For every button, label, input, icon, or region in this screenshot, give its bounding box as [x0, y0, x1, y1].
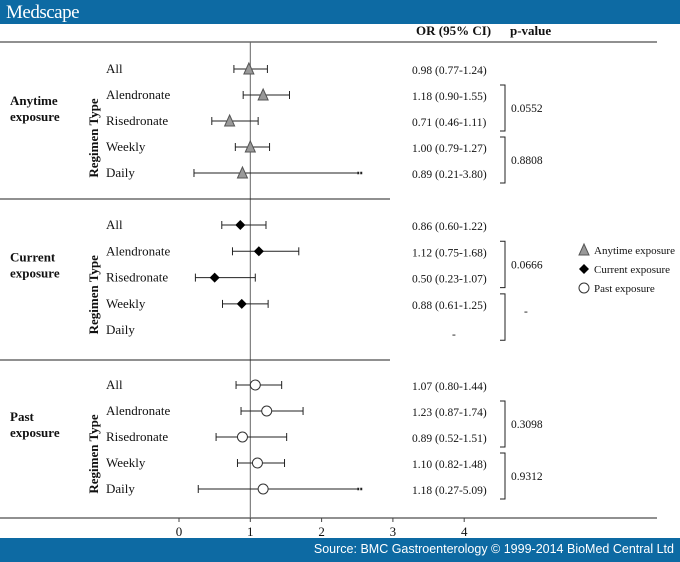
row-label: Risedronate: [106, 270, 168, 285]
or-ci-value: 1.18 (0.90-1.55): [412, 91, 487, 103]
diamond-marker: [209, 272, 220, 283]
p-value: -: [524, 306, 528, 318]
x-tick-label: 1: [247, 524, 254, 539]
header-or-ci: OR (95% CI): [416, 23, 491, 38]
or-ci-value: 1.18 (0.27-5.09): [412, 485, 487, 497]
legend-circle-marker: [578, 282, 590, 294]
row-label: All: [106, 61, 123, 76]
circle-marker: [249, 379, 261, 391]
group-label: exposure: [10, 265, 60, 280]
circle-marker: [257, 483, 269, 495]
group-label: Past: [10, 409, 35, 424]
row-label: Alendronate: [106, 87, 170, 102]
row-label: Weekly: [106, 139, 146, 154]
circle-marker: [261, 405, 273, 417]
regimen-type-label: Regimen Type: [86, 414, 101, 494]
group-label: exposure: [10, 425, 60, 440]
circle-marker: [251, 457, 263, 469]
row-label: Daily: [106, 481, 135, 496]
diamond-marker: [253, 246, 264, 257]
legend-triangle-marker: [578, 242, 590, 256]
header-p-value: p-value: [510, 23, 551, 38]
footer-bar: Source: BMC Gastroenterology © 1999-2014…: [0, 538, 680, 562]
x-tick-label: 0: [176, 524, 183, 539]
legend-label: Current exposure: [594, 264, 670, 276]
row-label: Risedronate: [106, 113, 168, 128]
or-ci-value: 1.23 (0.87-1.74): [412, 407, 487, 419]
source-credit: Source: BMC Gastroenterology © 1999-2014…: [313, 542, 674, 556]
group-label: exposure: [10, 109, 60, 124]
row-label: Daily: [106, 322, 135, 337]
row-label: Alendronate: [106, 243, 170, 258]
regimen-type-label: Regimen Type: [86, 255, 101, 335]
x-tick-label: 4: [461, 524, 468, 539]
p-value: 0.9312: [511, 471, 543, 483]
p-value: 0.0552: [511, 103, 543, 115]
or-ci-value: 0.88 (0.61-1.25): [412, 300, 487, 312]
or-ci-value: 0.89 (0.52-1.51): [412, 433, 487, 445]
triangle-marker: [257, 87, 269, 101]
x-tick-label: 3: [390, 524, 397, 539]
row-label: All: [106, 217, 123, 232]
or-ci-value: 0.71 (0.46-1.11): [412, 117, 486, 129]
or-ci-value: 0.98 (0.77-1.24): [412, 65, 487, 77]
regimen-type-label: Regimen Type: [86, 98, 101, 178]
circle-marker: [236, 431, 248, 443]
triangle-marker: [244, 139, 257, 153]
or-ci-value: 1.12 (0.75-1.68): [412, 247, 487, 259]
or-ci-value: 0.89 (0.21-3.80): [412, 169, 487, 181]
x-tick-label: 2: [318, 524, 325, 539]
diamond-marker: [235, 220, 246, 230]
medscape-logo[interactable]: Medscape: [6, 2, 80, 23]
p-value-bracket: [500, 136, 506, 184]
diamond-marker: [236, 298, 247, 309]
or-ci-value: 0.86 (0.60-1.22): [412, 221, 487, 233]
legend-label: Past exposure: [594, 283, 655, 295]
or-ci-value: 1.10 (0.82-1.48): [412, 459, 487, 471]
row-label: Weekly: [106, 296, 146, 311]
row-label: All: [106, 377, 123, 392]
header-bar: Medscape: [0, 0, 680, 24]
triangle-marker: [223, 113, 236, 127]
or-ci-value: 1.00 (0.79-1.27): [412, 143, 487, 155]
triangle-marker: [236, 165, 249, 179]
p-value: 0.0666: [511, 259, 543, 271]
p-value-bracket: [500, 293, 506, 341]
row-label: Daily: [106, 165, 135, 180]
legend-diamond-marker: [579, 264, 589, 274]
row-label: Risedronate: [106, 429, 168, 444]
row-label: Weekly: [106, 455, 146, 470]
row-label: Alendronate: [106, 403, 170, 418]
legend-label: Anytime exposure: [594, 245, 675, 257]
p-value: 0.8808: [511, 155, 543, 167]
group-label: Anytime: [10, 93, 58, 108]
or-ci-value: 1.07 (0.80-1.44): [412, 381, 487, 393]
p-value-bracket: [500, 400, 506, 448]
p-value-bracket: [500, 84, 506, 132]
or-ci-value: 0.50 (0.23-1.07): [412, 274, 487, 286]
p-value: 0.3098: [511, 419, 543, 431]
group-label: Current: [10, 249, 56, 264]
triangle-marker: [243, 61, 255, 75]
p-value-bracket: [500, 452, 506, 500]
p-value-bracket: [500, 240, 506, 289]
or-ci-value: -: [452, 329, 456, 341]
